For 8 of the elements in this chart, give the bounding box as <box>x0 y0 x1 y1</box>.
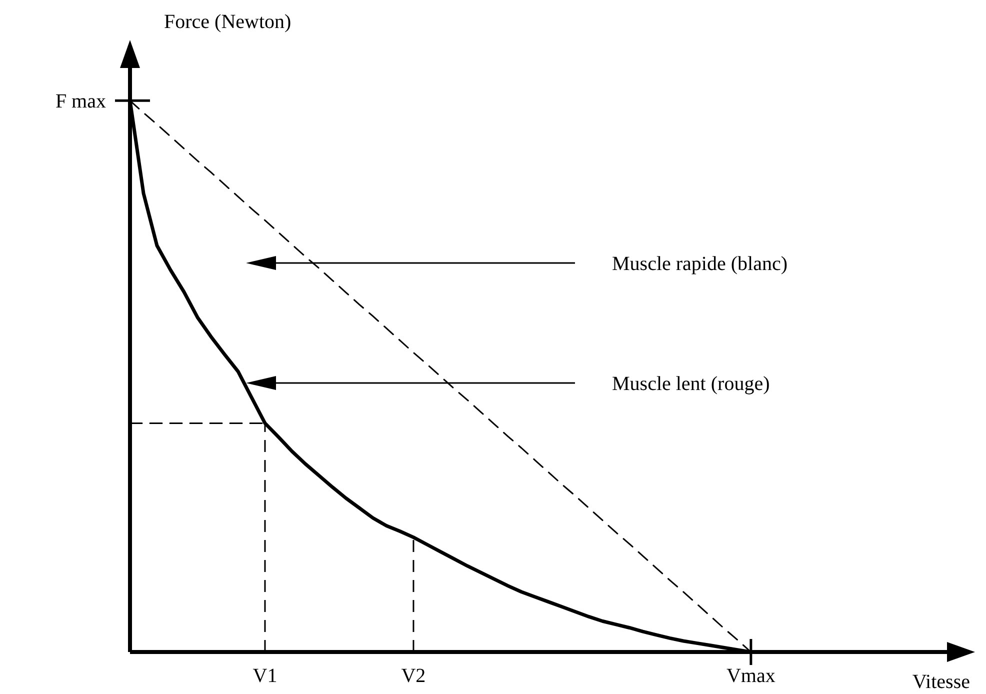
x-tick-label: V1 <box>252 665 278 687</box>
x-axis-title: Vitesse <box>912 671 970 693</box>
annotation: Muscle lent (rouge) <box>612 373 770 395</box>
x-tick-label: V2 <box>401 665 426 687</box>
text: F max <box>55 90 106 113</box>
annotation: Muscle rapide (blanc) <box>612 253 788 275</box>
x-tick-label: Vmax <box>726 665 776 687</box>
y-axis-title: Force (Newton) <box>164 11 292 33</box>
